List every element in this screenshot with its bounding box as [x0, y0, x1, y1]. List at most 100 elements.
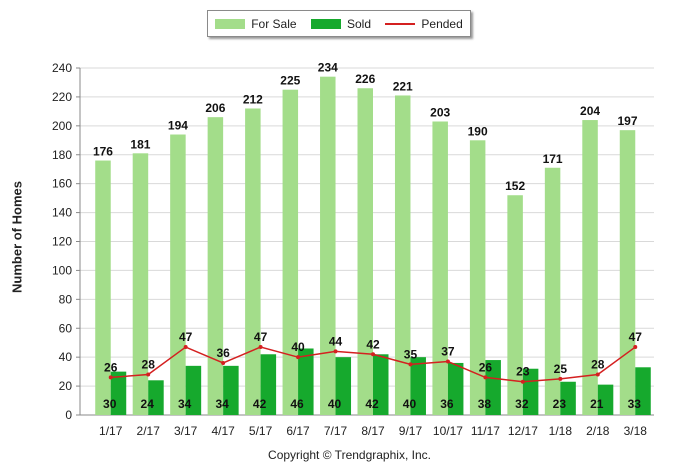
data-label-for-sale: 204	[580, 104, 600, 118]
data-label-sold: 30	[103, 397, 117, 411]
data-label-sold: 40	[328, 397, 342, 411]
copyright-text: Copyright © Trendgraphix, Inc.	[268, 448, 431, 462]
bar-for-sale	[507, 195, 523, 415]
point-pended	[258, 345, 263, 350]
y-tick-label: 220	[52, 90, 72, 104]
data-label-for-sale: 171	[543, 152, 563, 166]
x-tick-label: 11/17	[471, 424, 500, 438]
bar-for-sale	[582, 120, 598, 416]
bar-sold	[447, 362, 464, 415]
legend-item-for-sale: For Sale	[215, 16, 297, 31]
data-label-pended: 36	[216, 346, 230, 360]
x-tick-label: 5/17	[249, 424, 273, 438]
y-tick-label: 200	[52, 119, 72, 133]
x-tick-label: 8/17	[361, 424, 385, 438]
bar-sold	[335, 357, 352, 415]
y-tick-label: 120	[52, 235, 72, 249]
bar-sold	[260, 354, 277, 415]
point-pended	[445, 359, 450, 364]
data-label-pended: 40	[291, 340, 305, 354]
bar-sold	[110, 371, 127, 415]
x-tick-label: 10/17	[433, 424, 463, 438]
data-label-for-sale: 190	[468, 124, 488, 138]
data-label-pended: 47	[254, 330, 268, 344]
bar-for-sale	[132, 153, 149, 415]
point-pended	[520, 379, 525, 384]
bar-for-sale	[619, 130, 636, 415]
bar-sold	[597, 384, 614, 415]
data-label-for-sale: 212	[243, 92, 263, 106]
legend-item-sold: Sold	[310, 16, 371, 31]
legend-label-for-sale: For Sale	[251, 16, 297, 31]
bar-for-sale	[357, 88, 373, 415]
data-label-sold: 23	[553, 397, 567, 411]
x-tick-label: 9/17	[399, 424, 423, 438]
y-tick-label: 80	[59, 292, 73, 306]
data-label-sold: 24	[141, 397, 155, 411]
bar-for-sale	[207, 117, 224, 416]
data-label-for-sale: 197	[618, 114, 638, 128]
x-tick-label: 7/17	[324, 424, 348, 438]
data-label-sold: 36	[440, 397, 454, 411]
point-pended	[333, 349, 338, 354]
x-tick-label: 3/17	[174, 424, 198, 438]
legend-label-pended: Pended	[421, 16, 463, 31]
point-pended	[558, 376, 563, 381]
point-pended	[146, 372, 151, 377]
bar-for-sale	[320, 76, 336, 416]
data-label-sold: 42	[365, 397, 379, 411]
data-label-pended: 47	[179, 330, 193, 344]
bar-sold	[485, 360, 501, 415]
point-pended	[183, 345, 188, 350]
data-label-for-sale: 234	[318, 61, 338, 75]
data-label-pended: 28	[142, 358, 156, 372]
data-label-pended: 37	[441, 345, 455, 359]
data-label-sold: 34	[178, 397, 192, 411]
y-tick-label: 140	[52, 206, 72, 220]
x-tick-label: 1/18	[549, 424, 573, 438]
bar-for-sale	[544, 167, 561, 415]
bar-for-sale	[95, 160, 111, 415]
bar-sold	[298, 348, 314, 415]
data-label-sold: 38	[478, 397, 492, 411]
bar-sold	[560, 381, 576, 415]
legend-swatch-pended	[385, 22, 416, 25]
legend-swatch-sold	[310, 18, 341, 29]
point-pended	[371, 352, 375, 357]
y-axis-label: Number of Homes	[9, 181, 25, 293]
legend-label-sold: Sold	[346, 16, 371, 31]
y-tick-label: 40	[59, 350, 73, 364]
data-label-for-sale: 152	[505, 179, 525, 193]
point-pended	[633, 345, 638, 350]
data-label-for-sale: 226	[355, 72, 375, 86]
data-label-sold: 46	[290, 397, 304, 411]
x-tick-label: 3/18	[624, 424, 648, 438]
x-tick-label: 2/18	[586, 424, 610, 438]
data-label-for-sale: 221	[393, 79, 413, 93]
x-tick-label: 1/17	[99, 424, 123, 438]
data-label-for-sale: 225	[280, 74, 300, 88]
data-label-pended: 47	[629, 330, 643, 344]
bar-for-sale	[170, 134, 186, 415]
data-label-pended: 26	[479, 360, 493, 374]
data-label-for-sale: 203	[430, 105, 450, 119]
x-tick-label: 6/17	[286, 424, 310, 438]
data-label-pended: 44	[329, 334, 343, 348]
y-tick-label: 160	[52, 177, 72, 191]
y-tick-label: 0	[65, 408, 72, 422]
point-pended	[221, 360, 226, 365]
point-pended	[296, 355, 301, 360]
y-tick-label: 60	[59, 321, 73, 335]
bar-sold	[185, 365, 202, 415]
legend-swatch-for-sale	[215, 18, 246, 29]
legend-item-pended: Pended	[385, 16, 463, 31]
bar-sold	[635, 367, 651, 415]
x-tick-label: 12/17	[508, 424, 538, 438]
data-label-for-sale: 181	[130, 137, 150, 151]
data-label-pended: 35	[404, 347, 418, 361]
point-pended	[408, 362, 413, 367]
data-label-sold: 33	[628, 397, 642, 411]
bar-sold	[373, 354, 389, 415]
bar-for-sale	[432, 121, 448, 415]
data-label-for-sale: 206	[205, 101, 225, 115]
